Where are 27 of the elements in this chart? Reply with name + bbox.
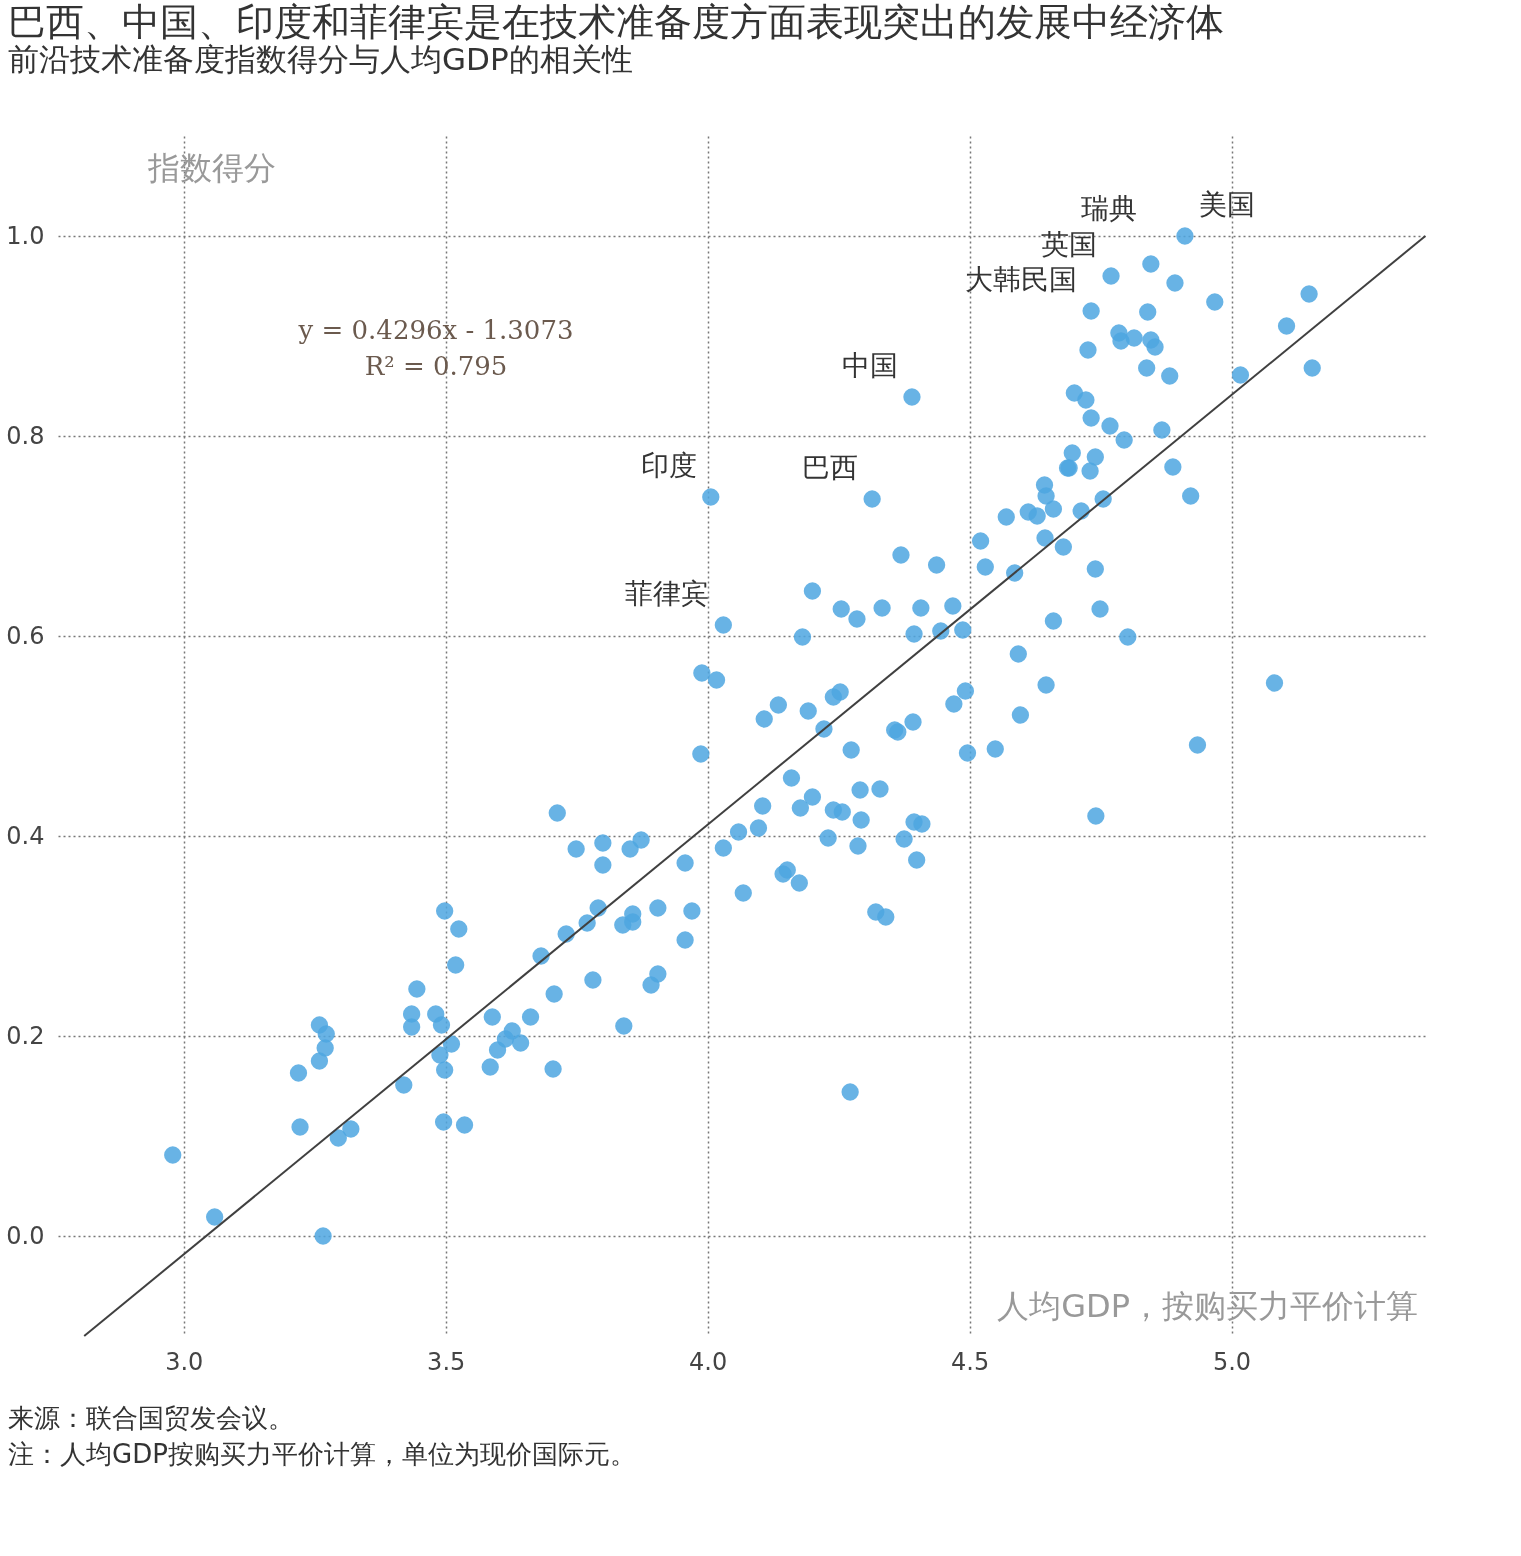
y-tick-label: 0.6 (6, 621, 45, 650)
annotation: R² = 0.795 (364, 351, 508, 381)
x-tick-label: 3.5 (427, 1347, 466, 1376)
annotation: 巴西 (802, 451, 859, 484)
text: 注：人均GDP按购买力平价计算，单位为现价国际元。 (8, 1439, 636, 1469)
x-tick-label: 4.0 (689, 1347, 728, 1376)
annotation: 大韩民国 (965, 263, 1078, 296)
y-axis-title: 指数得分 (147, 149, 276, 187)
y-tick-label: 0.2 (6, 1021, 45, 1050)
annotation: 英国 (1041, 228, 1098, 261)
y-tick-label: 1.0 (6, 221, 45, 250)
chart-subtitle: 前沿技术准备度指数得分与人均GDP的相关性 (8, 41, 633, 77)
x-tick-label: 3.0 (165, 1347, 204, 1376)
annotation: 菲律宾 (625, 577, 710, 610)
x-tick-label: 4.5 (951, 1347, 990, 1376)
y-tick-label: 0.0 (6, 1221, 45, 1250)
annotation: 印度 (640, 449, 697, 482)
annotation: y = 0.4296x - 1.3073 (297, 315, 574, 345)
chart-title: 巴西、中国、印度和菲律宾是在技术准备度方面表现突出的发展中经济体 (8, 0, 1224, 44)
annotation: 美国 (1198, 188, 1255, 221)
x-axis-title: 人均GDP，按购买力平价计算 (997, 1287, 1418, 1325)
annotation: 中国 (841, 349, 898, 382)
y-tick-label: 0.4 (6, 821, 45, 850)
y-tick-label: 0.8 (6, 421, 45, 450)
annotation: 瑞典 (1080, 192, 1137, 225)
source-note: 来源：联合国贸发会议。 (8, 1403, 294, 1433)
x-tick-label: 5.0 (1212, 1347, 1252, 1376)
